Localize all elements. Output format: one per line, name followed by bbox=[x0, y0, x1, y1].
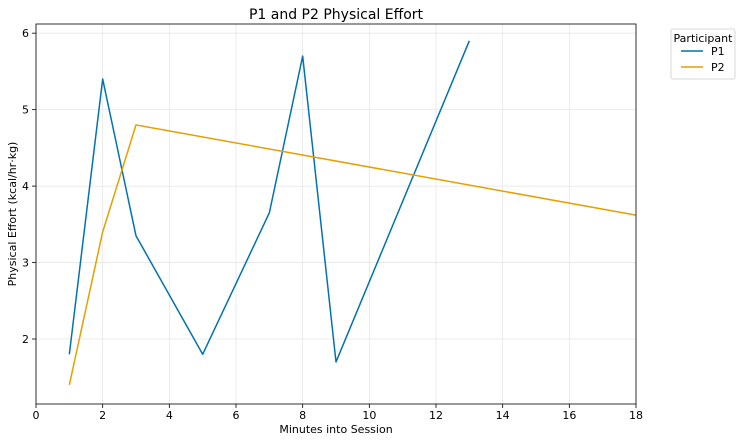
x-tick-label: 12 bbox=[429, 409, 443, 422]
x-tick-label: 18 bbox=[629, 409, 643, 422]
x-tick-label: 2 bbox=[99, 409, 106, 422]
x-tick-label: 4 bbox=[166, 409, 173, 422]
series-line-p2 bbox=[68, 124, 637, 386]
grid-lines bbox=[35, 24, 637, 404]
y-axis-label: Physical Effort (kcal/hr·kg) bbox=[6, 142, 19, 287]
legend: Participant P1 P2 bbox=[670, 28, 736, 80]
x-tick-label: 10 bbox=[362, 409, 376, 422]
y-tick-label: 6 bbox=[22, 27, 29, 40]
x-axis-label: Minutes into Session bbox=[279, 423, 392, 436]
y-tick-label: 4 bbox=[22, 180, 29, 193]
x-tick-label: 16 bbox=[562, 409, 576, 422]
x-tick-label: 6 bbox=[233, 409, 240, 422]
x-tick-label: 8 bbox=[299, 409, 306, 422]
series-line-p1 bbox=[68, 40, 471, 363]
x-tick-label: 14 bbox=[496, 409, 510, 422]
legend-title: Participant bbox=[674, 32, 734, 45]
chart-title: P1 and P2 Physical Effort bbox=[249, 7, 424, 23]
plot-frame bbox=[35, 23, 637, 405]
x-tick-label: 0 bbox=[33, 409, 40, 422]
y-tick-label: 3 bbox=[22, 257, 29, 270]
legend-label-p2: P2 bbox=[711, 61, 725, 74]
y-tick-label: 2 bbox=[22, 333, 29, 346]
series-lines bbox=[68, 40, 637, 386]
legend-label-p1: P1 bbox=[711, 45, 725, 58]
y-tick-label: 5 bbox=[22, 104, 29, 117]
axis-ticks: 0 2 4 6 8 10 12 14 16 18 2 3 4 5 6 bbox=[22, 27, 643, 422]
